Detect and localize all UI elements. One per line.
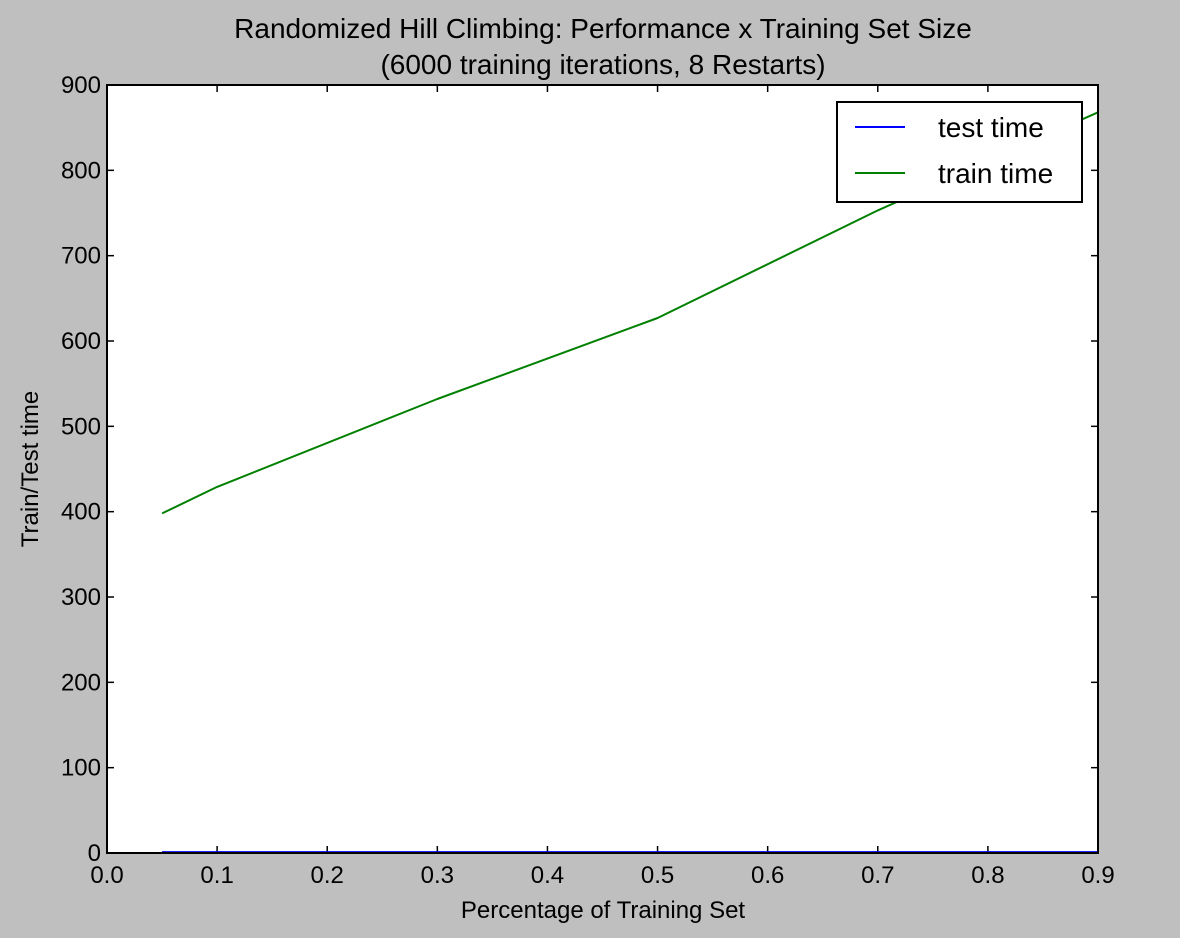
x-tick-label: 0.6 [751, 862, 784, 889]
x-axis-label: Percentage of Training Set [461, 897, 746, 924]
legend: test time train time [836, 101, 1083, 203]
y-tick-label: 200 [61, 669, 101, 696]
chart-subtitle: (6000 training iterations, 8 Restarts) [380, 49, 825, 80]
x-tick-label: 0.1 [200, 862, 233, 889]
tick-labels: 0.0 0.1 0.2 0.3 0.4 0.5 0.6 0.7 0.8 0.9 0 100 200 300… [61, 72, 1115, 889]
y-axis-label: Train/Test time [17, 391, 44, 547]
y-tick-label: 900 [61, 72, 101, 99]
y-tick-label: 100 [61, 755, 101, 782]
x-tick-label: 0.5 [641, 862, 674, 889]
y-tick-label: 800 [61, 157, 101, 184]
legend-label-train-time: train time [938, 158, 1053, 189]
y-tick-label: 600 [61, 328, 101, 355]
y-tick-label: 500 [61, 413, 101, 440]
legend-label-test-time: test time [938, 112, 1044, 143]
x-tick-label: 0.3 [421, 862, 454, 889]
y-tick-label: 700 [61, 243, 101, 270]
y-tick-label: 0 [88, 840, 101, 867]
x-tick-label: 0.9 [1081, 862, 1114, 889]
y-tick-label: 400 [61, 499, 101, 526]
plot-area [107, 85, 1098, 853]
x-tick-label: 0.4 [531, 862, 564, 889]
x-tick-label: 0.7 [861, 862, 894, 889]
chart-title: Randomized Hill Climbing: Performance x … [234, 13, 972, 44]
x-tick-label: 0.2 [311, 862, 344, 889]
plot-frame [106, 84, 1099, 854]
x-tick-label: 0.8 [971, 862, 1004, 889]
legend-box [836, 101, 1083, 203]
y-tick-label: 300 [61, 584, 101, 611]
x-tick-label: 0.0 [90, 862, 123, 889]
